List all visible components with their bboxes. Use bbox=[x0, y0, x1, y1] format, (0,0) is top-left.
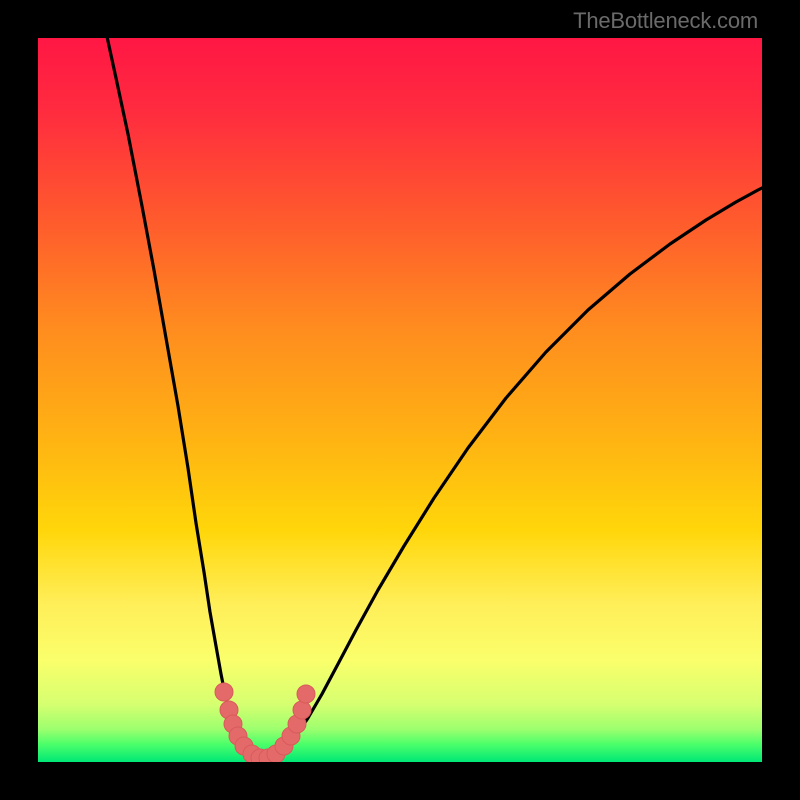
curve-left-branch bbox=[106, 38, 266, 762]
marker-dot bbox=[297, 685, 315, 703]
marker-dot bbox=[215, 683, 233, 701]
curve-layer bbox=[38, 38, 762, 762]
plot-area bbox=[38, 38, 762, 762]
marker-group bbox=[215, 683, 315, 762]
marker-dot bbox=[293, 701, 311, 719]
curve-right-branch bbox=[266, 185, 762, 762]
watermark-text: TheBottleneck.com bbox=[573, 8, 758, 34]
